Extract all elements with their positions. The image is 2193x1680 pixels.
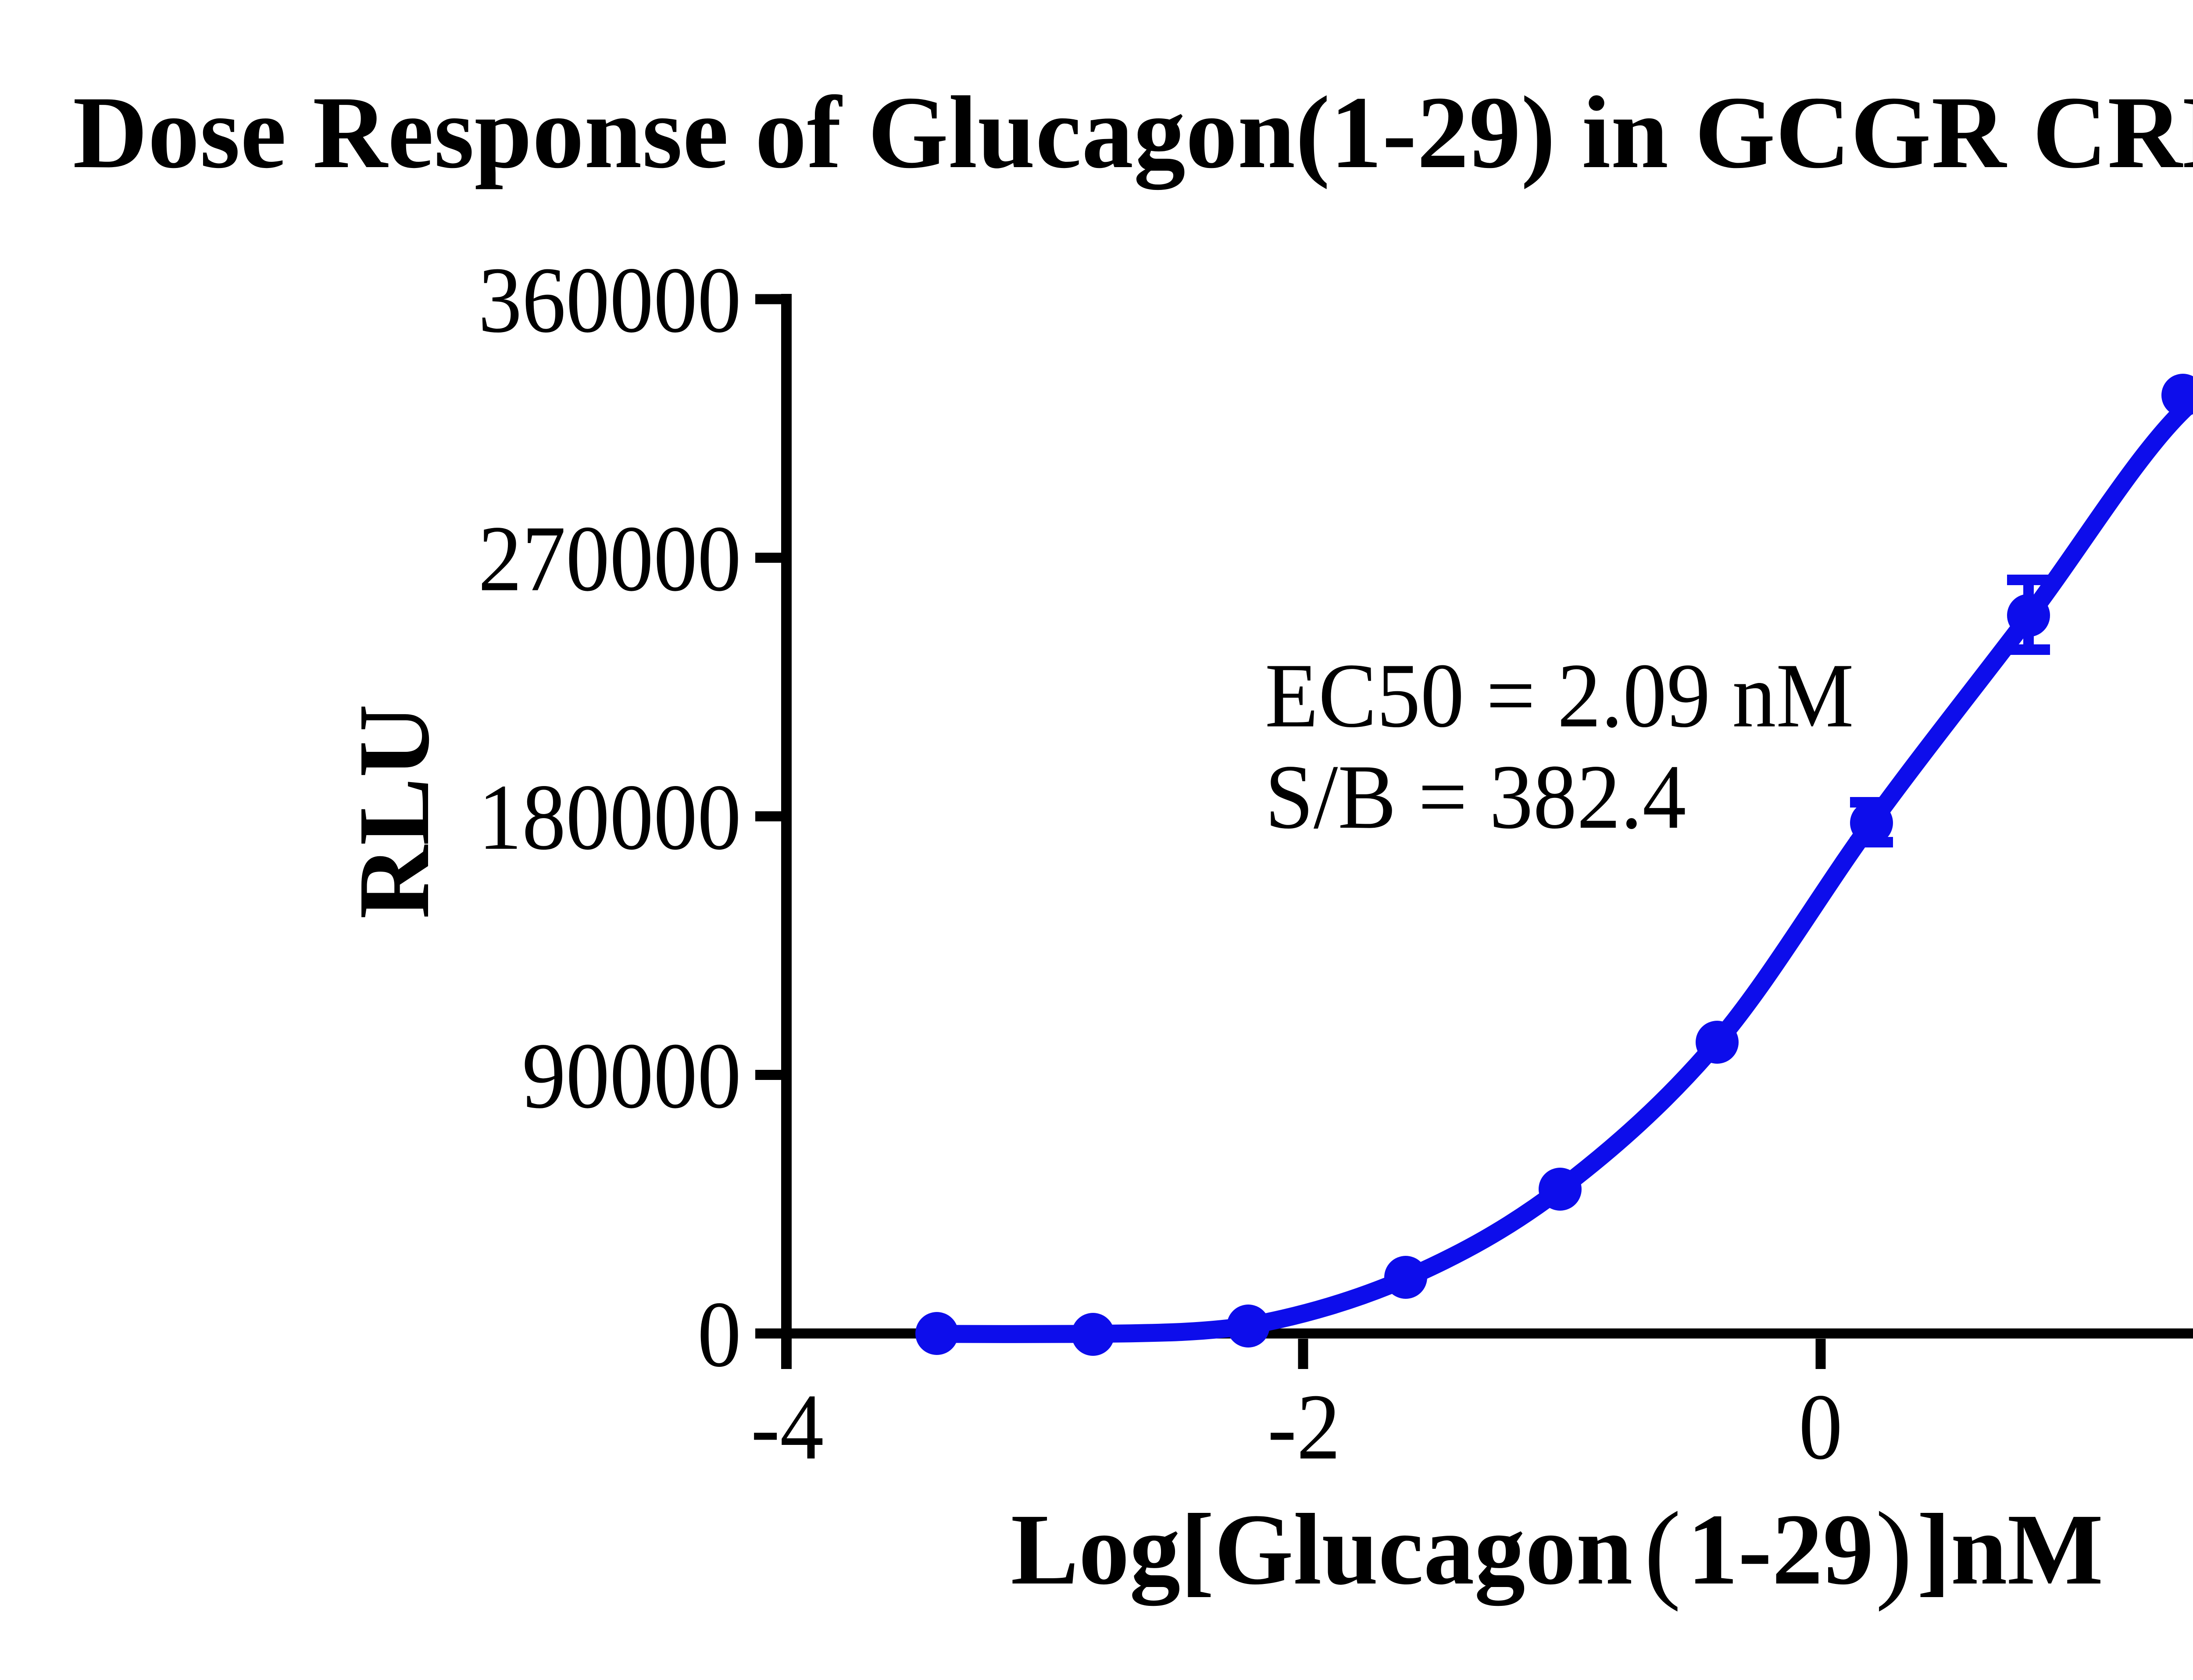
svg-text:EC50 = 2.09 nM: EC50 = 2.09 nM [1265,644,1854,747]
svg-text:360000: 360000 [478,247,741,352]
svg-text:Log[Glucagon(1-29)]nM: Log[Glucagon (1-29)]nM [1011,1489,2103,1612]
svg-text:90000: 90000 [522,1023,741,1128]
svg-text:-4: -4 [751,1374,824,1479]
svg-text:RLU: RLU [338,704,450,919]
svg-text:-2: -2 [1268,1374,1341,1479]
svg-text:0: 0 [697,1282,741,1386]
svg-text:180000: 180000 [478,765,741,869]
svg-text:0: 0 [1799,1374,1843,1479]
svg-text:270000: 270000 [478,506,741,611]
svg-text:S/B = 382.4: S/B = 382.4 [1265,746,1686,848]
svg-text:Dose Response of Glucagon(1-29: Dose Response of Glucagon(1-29) in GCGR … [73,75,2193,190]
